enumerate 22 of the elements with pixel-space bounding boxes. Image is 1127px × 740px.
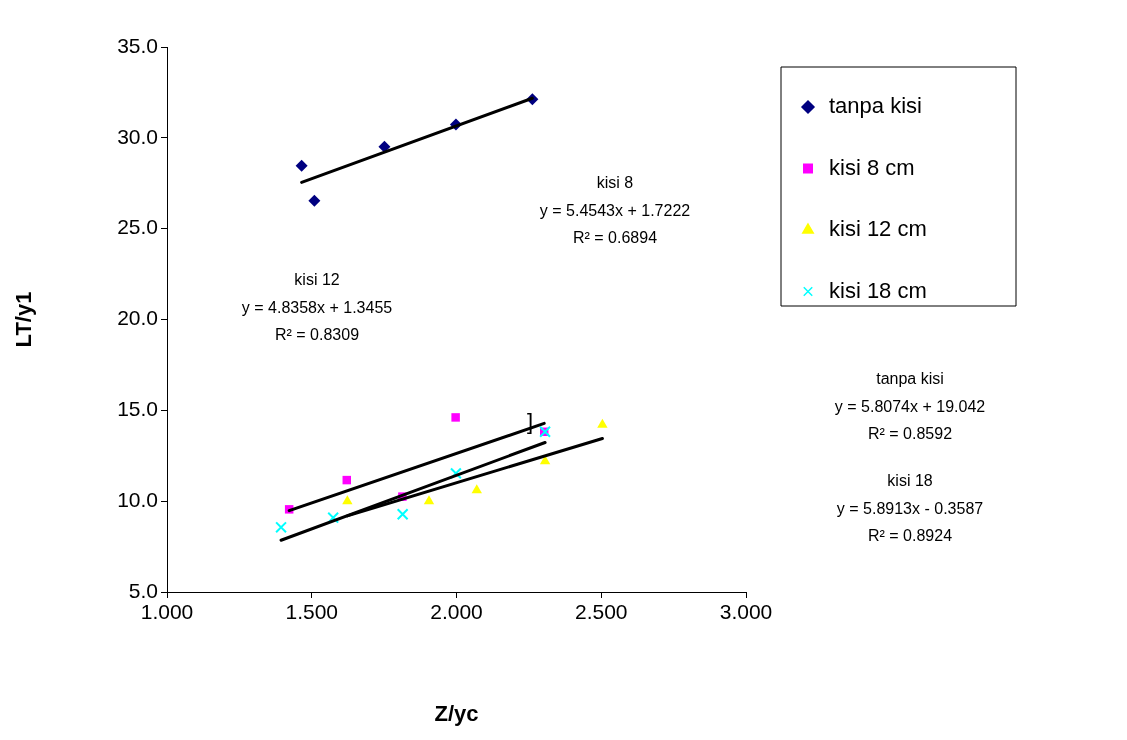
x-tick-label: 1.500 [285,600,339,624]
y-tick-label: 15.0 [117,397,158,421]
y-tick-label: 30.0 [117,124,158,148]
y-tick-label: 5.0 [128,578,158,602]
legend-label: kisi 8 cm [829,154,915,180]
text: kisi 18 y = 5.8913x - 0.3587 R² = 0.8924 [836,472,984,545]
annotation: kisi 12 y = 4.8358x + 1.3455 R² = 0.8309 [241,271,393,344]
x-tick-label: 3.000 [719,600,773,624]
x-tick-label: 2.500 [574,600,628,624]
legend-label: kisi 18 cm [829,277,927,303]
y-tick-label: 25.0 [117,215,158,239]
x-axis-title: Z/yc [434,700,479,726]
y-tick-label: 20.0 [117,306,158,330]
y-axis-title: LT/y1 [11,291,37,348]
x-tick-label: 2.000 [430,600,483,624]
legend-label: tanpa kisi [829,93,922,119]
x-tick-label: 1.000 [140,600,194,624]
text: tanpa kisi y = 5.8074x + 19.042 R² = 0.8592 [834,370,986,443]
annotation: kisi 8 y = 5.4543x + 1.7222 R² = 0.6894 [539,174,691,247]
legend-label: kisi 12 cm [829,216,927,242]
y-tick-label: 35.0 [117,33,158,57]
y-tick-label: 10.0 [117,487,158,511]
